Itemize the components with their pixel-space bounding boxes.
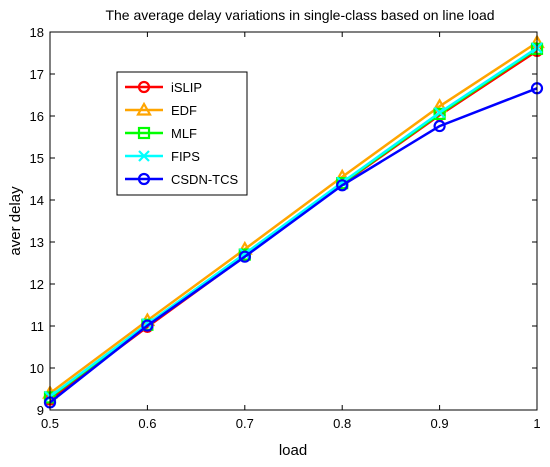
legend-marker	[137, 126, 151, 140]
data-point	[431, 98, 448, 112]
y-tick-label: 10	[30, 361, 44, 376]
series-line	[49, 46, 538, 398]
x-axis-label: load	[279, 442, 307, 459]
x-tick-label: 1	[533, 416, 540, 431]
data-point	[238, 250, 251, 263]
y-tick-label: 14	[30, 193, 44, 208]
x-tick-label: 0.9	[431, 416, 449, 431]
legend-item: FIPS	[125, 149, 200, 164]
legend-item: iSLIP	[125, 80, 202, 95]
legend-marker	[138, 150, 150, 162]
chart-title: The average delay variations in single-c…	[105, 7, 494, 23]
y-tick-label: 18	[30, 25, 44, 40]
y-tick-label: 13	[30, 235, 44, 250]
y-tick-label: 11	[31, 319, 45, 334]
series-layer	[42, 34, 545, 409]
x-tick-label: 0.7	[236, 416, 254, 431]
y-tick-label: 12	[30, 277, 44, 292]
legend-marker	[137, 80, 151, 94]
x-tick-label: 0.6	[138, 416, 156, 431]
data-point	[433, 119, 446, 133]
legend-label: CSDN-TCS	[171, 172, 238, 187]
data-point	[433, 106, 446, 119]
data-point	[336, 179, 349, 192]
legend-label: MLF	[171, 126, 197, 141]
y-tick-label: 16	[30, 109, 44, 124]
series-line	[49, 41, 538, 395]
legend: iSLIP EDF MLF FIPS CSDN-TCS	[116, 71, 248, 196]
data-point	[141, 319, 154, 332]
x-tick-label: 0.8	[333, 416, 351, 431]
y-tick-label: 9	[37, 403, 44, 418]
x-tick-label: 0.5	[41, 416, 59, 431]
axis-ticks: 0.5 0.6 0.7 0.8 0.9 1 9 10 11 12 13 14 15 16 17 18	[30, 25, 541, 431]
y-tick-label: 17	[30, 67, 44, 82]
legend-item: MLF	[125, 126, 197, 141]
series-line	[49, 87, 538, 404]
legend-item: CSDN-TCS	[125, 172, 238, 187]
data-point	[239, 247, 251, 260]
y-tick-label: 15	[30, 151, 44, 166]
y-axis-label: aver delay	[7, 186, 24, 256]
legend-item: EDF	[125, 101, 197, 118]
plot-frame	[49, 31, 538, 411]
legend-label: FIPS	[171, 149, 200, 164]
data-point	[336, 176, 348, 189]
legend-label: iSLIP	[171, 80, 202, 95]
legend-label: EDF	[171, 103, 197, 118]
data-point	[433, 107, 446, 121]
legend-marker	[137, 172, 151, 186]
legend-marker	[136, 101, 152, 116]
